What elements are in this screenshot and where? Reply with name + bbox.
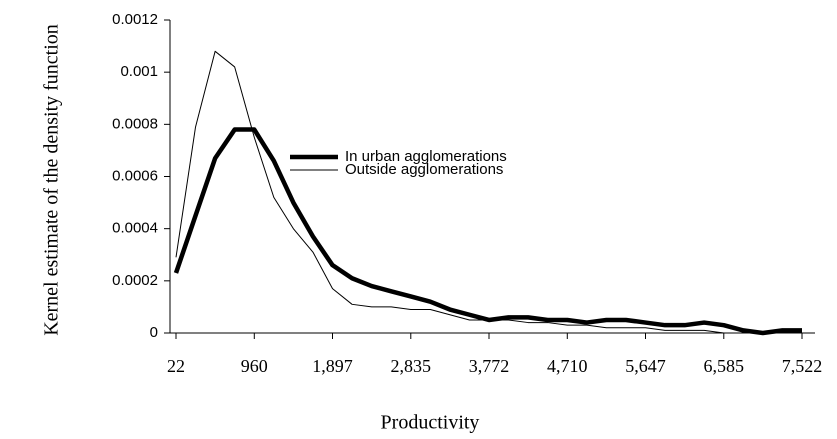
x-tick-label: 3,772 bbox=[469, 356, 510, 376]
legend-label: Outside agglomerations bbox=[345, 161, 503, 178]
x-tick-label: 1,897 bbox=[312, 356, 353, 376]
x-tick-label: 22 bbox=[167, 356, 185, 376]
legend-label: In urban agglomerations bbox=[345, 148, 507, 165]
y-tick-label: 0.0012 bbox=[112, 11, 158, 28]
y-axis-title: Kernel estimate of the density function bbox=[40, 24, 63, 336]
y-tick-label: 0.0006 bbox=[112, 167, 158, 184]
x-axis-title: Productivity bbox=[381, 412, 480, 434]
y-tick-label: 0.0008 bbox=[112, 115, 158, 132]
x-tick-label: 6,585 bbox=[704, 356, 745, 376]
x-tick-label: 7,522 bbox=[782, 356, 823, 376]
y-tick-label: 0.0002 bbox=[112, 272, 158, 289]
x-tick-label: 4,710 bbox=[547, 356, 588, 376]
x-tick-label: 2,835 bbox=[391, 356, 432, 376]
y-tick-label: 0.0004 bbox=[112, 220, 158, 237]
x-tick-label: 960 bbox=[241, 356, 268, 376]
y-tick-label: 0.001 bbox=[120, 63, 158, 80]
y-tick-label: 0 bbox=[150, 324, 158, 341]
x-tick-label: 5,647 bbox=[625, 356, 666, 376]
series-line bbox=[175, 50, 802, 334]
